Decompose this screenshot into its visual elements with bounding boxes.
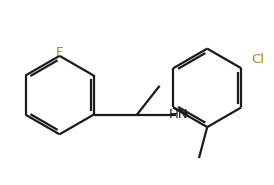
- Text: Cl: Cl: [252, 53, 264, 66]
- Text: HN: HN: [169, 108, 188, 121]
- Text: F: F: [56, 46, 63, 58]
